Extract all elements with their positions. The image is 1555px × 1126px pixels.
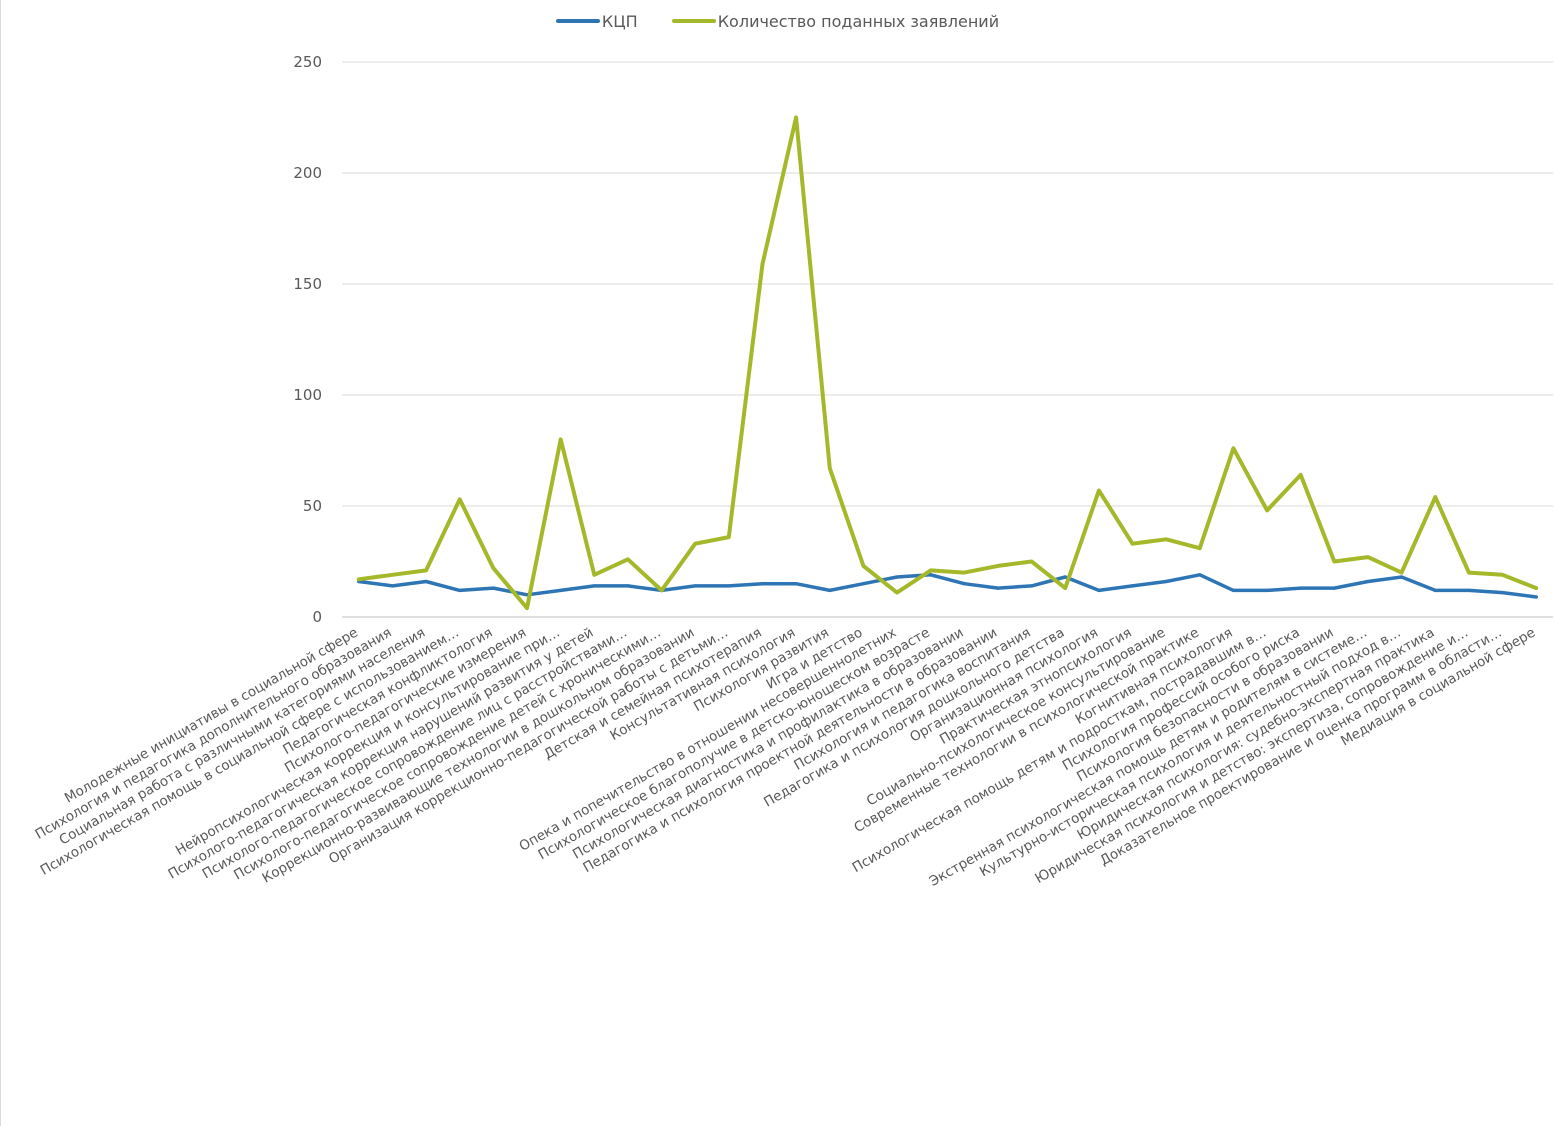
series-1-point-12 [727,584,731,588]
series-2-point-34 [1467,571,1471,575]
series-1-point-4 [458,588,462,592]
series-1-point-9 [626,584,630,588]
y-tick-label-0: 0 [312,608,322,626]
series-1-point-2 [390,584,395,588]
series-2-point-27 [1231,446,1236,450]
series-2-point-16 [861,564,866,568]
series-1-point-32 [1400,575,1404,579]
series-2-point-5 [491,566,495,570]
series-2-point-32 [1400,571,1404,575]
series-1-point-18 [929,573,933,577]
series-2-point-17 [895,590,899,595]
series-2-point-22 [1063,586,1067,590]
series-2-point-36 [1534,586,1538,590]
series-1-point-22 [1063,575,1067,579]
series-2-point-29 [1299,473,1303,477]
series-2-point-31 [1366,555,1370,559]
series-2-point-33 [1433,495,1437,499]
legend-label-applications: Количество поданных заявлений [717,11,1000,31]
series-2-point-14 [794,115,798,120]
series-1-point-5 [491,586,495,590]
series-1-point-20 [996,586,1000,590]
series-1-point-17 [895,575,899,579]
series-2-point-12 [727,535,731,539]
y-tick-label-100: 100 [293,386,322,404]
series-1-point-34 [1467,588,1471,592]
series-2-point-19 [962,571,966,575]
chart-legend: КЦП Количество поданных заявлений [0,8,1555,34]
series-2-point-15 [828,466,832,470]
series-2-point-2 [390,573,395,577]
series-2-point-24 [1130,542,1135,546]
series-2-point-35 [1500,573,1505,577]
series-1-point-7 [559,588,563,592]
series-1-point-35 [1500,590,1505,595]
series-2-point-26 [1198,546,1202,550]
series-1-point-15 [828,588,832,592]
series-1-point-36 [1534,595,1538,599]
series-1-point-29 [1299,586,1303,590]
series-2-point-18 [929,568,933,572]
series-1-point-25 [1164,579,1168,584]
series-2-point-4 [458,497,462,501]
series-1-point-16 [861,582,866,586]
series-2-point-3 [424,568,428,572]
series-2-point-7 [559,437,563,441]
series-2-point-20 [996,564,1000,568]
series-2-point-10 [659,588,664,592]
series-1-point-13 [760,582,765,586]
y-tick-label-150: 150 [293,275,322,293]
series-1-point-28 [1265,588,1269,592]
series-2-point-8 [592,573,596,577]
series-2-point-13 [760,262,765,266]
series-line-1 [357,573,1538,599]
legend-label-kcp: КЦП [601,11,638,31]
series-2-point-11 [693,542,697,546]
series-1-point-8 [592,584,596,588]
series-2-point-23 [1097,488,1101,493]
y-tick-label-50: 50 [303,497,322,515]
series-2-point-25 [1164,537,1168,541]
series-1-point-14 [794,582,798,586]
y-tick-label-250: 250 [293,53,322,71]
series-1-point-27 [1231,588,1236,592]
legend-swatch-kcp [555,19,600,23]
series-2-point-9 [626,557,630,561]
series-1-point-11 [693,584,697,588]
series-2-point-6 [525,606,529,610]
series-2-point-30 [1332,559,1336,564]
series-1-point-26 [1198,573,1202,577]
series-1-point-23 [1097,588,1101,592]
legend-swatch-applications [671,19,716,23]
series-1-point-24 [1130,584,1135,588]
series-line-2 [356,115,1539,611]
legend-item-applications: Количество поданных заявлений [671,11,1000,31]
series-1-point-21 [1029,584,1034,588]
series-2-point-28 [1265,508,1269,513]
series-2-point-21 [1029,559,1034,564]
series-2-point-1 [357,577,361,581]
series-1-point-31 [1366,579,1370,584]
series-1-point-3 [424,579,428,584]
series-1-point-33 [1433,588,1437,592]
series-1-point-19 [962,582,966,586]
legend-item-kcp: КЦП [555,11,638,31]
series-1-point-30 [1332,586,1336,590]
y-tick-label-200: 200 [293,164,322,182]
